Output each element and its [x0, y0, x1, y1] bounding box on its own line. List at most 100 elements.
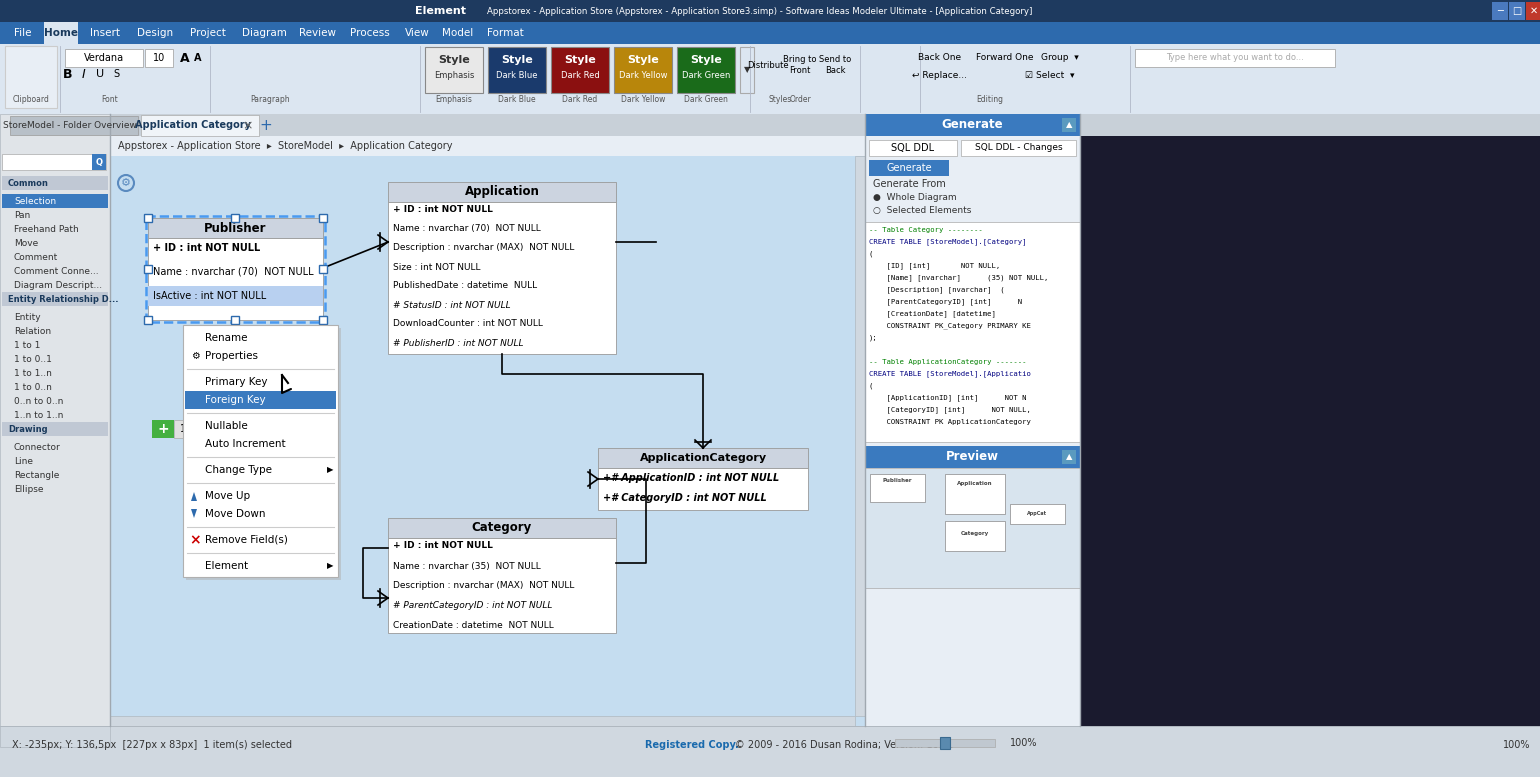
Text: Move: Move: [14, 239, 38, 248]
Bar: [961, 140, 1076, 156]
Text: Comment: Comment: [14, 253, 59, 262]
Text: CREATE TABLE [StoreModel].[Category]: CREATE TABLE [StoreModel].[Category]: [869, 239, 1027, 246]
Text: Change Type: Change Type: [205, 465, 273, 475]
Text: Dark Blue: Dark Blue: [496, 71, 537, 81]
Bar: [145, 214, 152, 222]
Bar: [319, 265, 326, 273]
Text: AppCat: AppCat: [1027, 510, 1047, 515]
Text: ▶: ▶: [326, 465, 333, 475]
Bar: [145, 49, 172, 67]
Bar: [598, 468, 808, 510]
Text: I: I: [82, 68, 86, 81]
Text: Distribute: Distribute: [747, 61, 788, 69]
Bar: [0, 726, 1540, 777]
Text: Nullable: Nullable: [205, 421, 248, 431]
Text: -- Table ApplicationCategory -------: -- Table ApplicationCategory -------: [869, 359, 1027, 365]
Text: ─: ─: [1497, 6, 1503, 16]
Text: +: +: [260, 118, 273, 133]
Bar: [869, 160, 949, 176]
Text: Primary Key: Primary Key: [205, 377, 268, 387]
Text: Back One: Back One: [918, 54, 961, 62]
Text: Emphasis: Emphasis: [434, 71, 474, 81]
Text: Style: Style: [690, 55, 722, 65]
Text: CREATE TABLE [StoreModel].[Applicatio: CREATE TABLE [StoreModel].[Applicatio: [869, 371, 1030, 378]
Text: Style: Style: [500, 55, 533, 65]
Text: [ApplicationID] [int]      NOT N: [ApplicationID] [int] NOT N: [869, 395, 1027, 402]
Text: Description : nvarchar (MAX)  NOT NULL: Description : nvarchar (MAX) NOT NULL: [393, 581, 574, 591]
Text: Editing: Editing: [976, 96, 1004, 104]
Bar: [231, 316, 239, 324]
Text: 1..n to 1..n: 1..n to 1..n: [14, 410, 63, 420]
Bar: [946, 474, 1006, 514]
Text: +: +: [157, 422, 169, 436]
Text: ▲: ▲: [1066, 452, 1072, 462]
Text: Project: Project: [189, 28, 226, 38]
Bar: [1010, 504, 1066, 524]
Bar: [146, 216, 325, 322]
Text: Verdana: Verdana: [85, 53, 125, 63]
Bar: [319, 316, 326, 324]
Bar: [865, 114, 1080, 744]
Text: S: S: [112, 69, 119, 79]
Text: X: -235px; Y: 136,5px  [227px x 83px]  1 item(s) selected: X: -235px; Y: 136,5px [227px x 83px] 1 i…: [12, 740, 293, 750]
Bar: [231, 214, 239, 222]
Text: ×: ×: [243, 119, 253, 132]
Text: Dark Yellow: Dark Yellow: [619, 71, 667, 81]
Text: Name : nvarchar (70)  NOT NULL: Name : nvarchar (70) NOT NULL: [393, 225, 541, 234]
Bar: [0, 0, 1540, 22]
Bar: [142, 115, 259, 136]
Bar: [388, 538, 616, 633]
Text: Line: Line: [14, 457, 32, 465]
Text: Process: Process: [350, 28, 390, 38]
Text: Move Down: Move Down: [205, 509, 265, 519]
Bar: [2, 194, 108, 208]
Text: 1 to 1: 1 to 1: [14, 340, 40, 350]
Text: B: B: [63, 68, 72, 81]
Text: CONSTRAINT PK_Category PRIMARY KE: CONSTRAINT PK_Category PRIMARY KE: [869, 322, 1030, 329]
Bar: [388, 518, 616, 538]
Text: + ID : int NOT NULL: + ID : int NOT NULL: [393, 205, 493, 214]
Bar: [186, 328, 340, 580]
Text: 1 to 1..n: 1 to 1..n: [14, 368, 52, 378]
Text: ▶: ▶: [326, 562, 333, 570]
Text: U: U: [95, 69, 105, 79]
Text: IsActive : int NOT NULL: IsActive : int NOT NULL: [152, 291, 266, 301]
Text: +# CategoryID : int NOT NULL: +# CategoryID : int NOT NULL: [604, 493, 767, 503]
Text: □: □: [1512, 6, 1522, 16]
Text: Type here what you want to do...: Type here what you want to do...: [1166, 54, 1304, 62]
Text: CONSTRAINT PK ApplicationCategory: CONSTRAINT PK ApplicationCategory: [869, 419, 1030, 425]
Text: Ellipse: Ellipse: [14, 485, 43, 493]
Polygon shape: [191, 509, 197, 518]
Text: Generate From: Generate From: [873, 179, 946, 189]
Text: ✕: ✕: [1529, 6, 1538, 16]
Text: SQL DDL: SQL DDL: [892, 143, 935, 153]
Text: Application: Application: [958, 480, 993, 486]
Bar: [2, 292, 108, 306]
Text: 10: 10: [152, 53, 165, 63]
Text: ⚙: ⚙: [191, 351, 199, 361]
Text: Dark Green: Dark Green: [682, 71, 730, 81]
Bar: [185, 391, 336, 409]
Text: Clipboard: Clipboard: [12, 96, 49, 104]
Bar: [425, 47, 484, 93]
Text: Order: Order: [788, 96, 812, 104]
Bar: [614, 47, 671, 93]
Text: Category: Category: [961, 531, 989, 536]
Bar: [183, 325, 337, 577]
Text: Appstorex - Application Store  ▸  StoreModel  ▸  Application Category: Appstorex - Application Store ▸ StoreMod…: [119, 141, 453, 151]
Text: 0..n to 0..n: 0..n to 0..n: [14, 396, 63, 406]
Text: +# ApplicationID : int NOT NULL: +# ApplicationID : int NOT NULL: [604, 473, 779, 483]
Text: Freehand Path: Freehand Path: [14, 225, 79, 234]
Bar: [0, 22, 1540, 44]
Text: Name : nvarchar (35)  NOT NULL: Name : nvarchar (35) NOT NULL: [393, 562, 541, 570]
Text: Entity Relationship D...: Entity Relationship D...: [8, 294, 119, 304]
Text: Diagram Descript...: Diagram Descript...: [14, 280, 102, 290]
Text: # ParentCategoryID : int NOT NULL: # ParentCategoryID : int NOT NULL: [393, 601, 553, 611]
Text: Model: Model: [442, 28, 474, 38]
Text: Generate: Generate: [941, 119, 1003, 131]
Polygon shape: [191, 492, 197, 501]
Text: Home: Home: [45, 28, 79, 38]
Text: Diagram: Diagram: [242, 28, 286, 38]
Text: [CreationDate] [datetime]: [CreationDate] [datetime]: [869, 311, 996, 317]
Bar: [2, 422, 108, 436]
